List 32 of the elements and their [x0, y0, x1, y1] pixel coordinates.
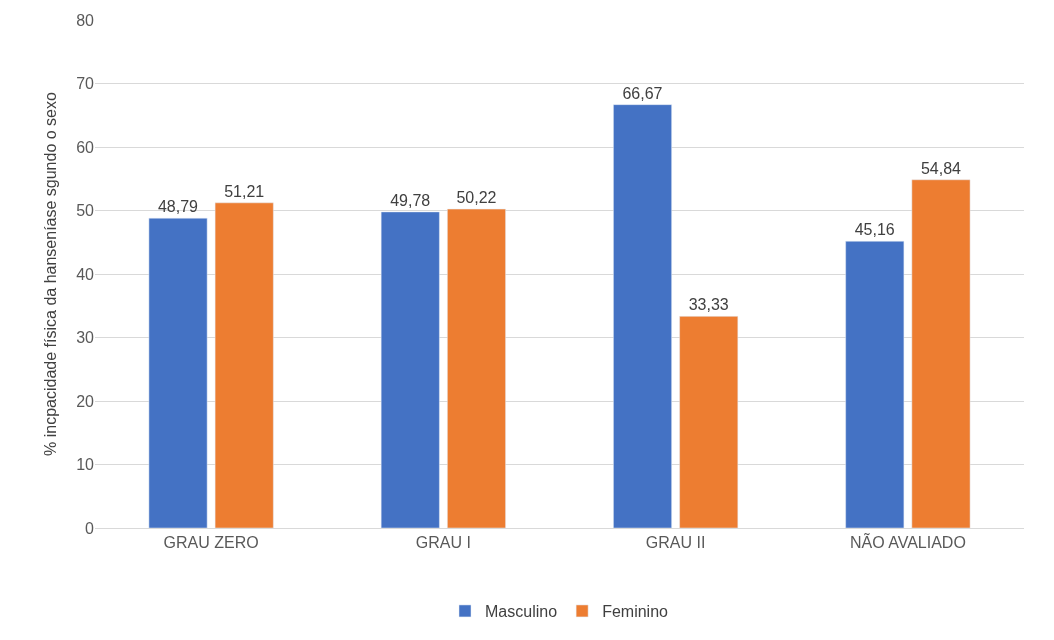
x-tick-label: GRAU ZERO	[163, 534, 259, 552]
y-tick-label: 70	[76, 75, 95, 93]
bar	[911, 179, 971, 528]
y-tick-label: 30	[76, 329, 95, 347]
bar	[380, 211, 440, 528]
bar	[447, 208, 506, 528]
bar	[679, 316, 739, 528]
data-label: 33,33	[688, 296, 729, 314]
y-tick-label: 80	[76, 11, 95, 29]
data-label: 66,67	[622, 84, 663, 102]
y-tick-label: 10	[76, 456, 95, 474]
y-tick-label: 50	[76, 202, 95, 220]
bar	[613, 104, 672, 528]
data-label: 45,16	[854, 221, 895, 239]
bar	[148, 217, 208, 528]
legend-label: Masculino	[485, 603, 558, 621]
data-label: 51,21	[224, 182, 265, 200]
x-tick-label: GRAU I	[415, 534, 471, 552]
data-label: 54,84	[920, 159, 962, 177]
bar	[214, 202, 274, 528]
y-axis-title: % incpacidade física da hanseníase sgundo o sexo	[42, 92, 60, 456]
data-label: 50,22	[456, 189, 497, 207]
y-tick-label: 0	[85, 519, 95, 537]
bar	[845, 240, 905, 528]
x-tick-label: NÃO AVALIADO	[849, 532, 966, 552]
data-label: 49,78	[390, 191, 431, 209]
legend-label: Feminino	[602, 603, 669, 621]
data-label: 48,79	[157, 198, 199, 216]
y-tick-label: 60	[76, 138, 95, 156]
x-tick-label: GRAU II	[645, 534, 706, 552]
y-tick-label: 20	[76, 392, 95, 410]
y-tick-label: 40	[76, 265, 95, 283]
